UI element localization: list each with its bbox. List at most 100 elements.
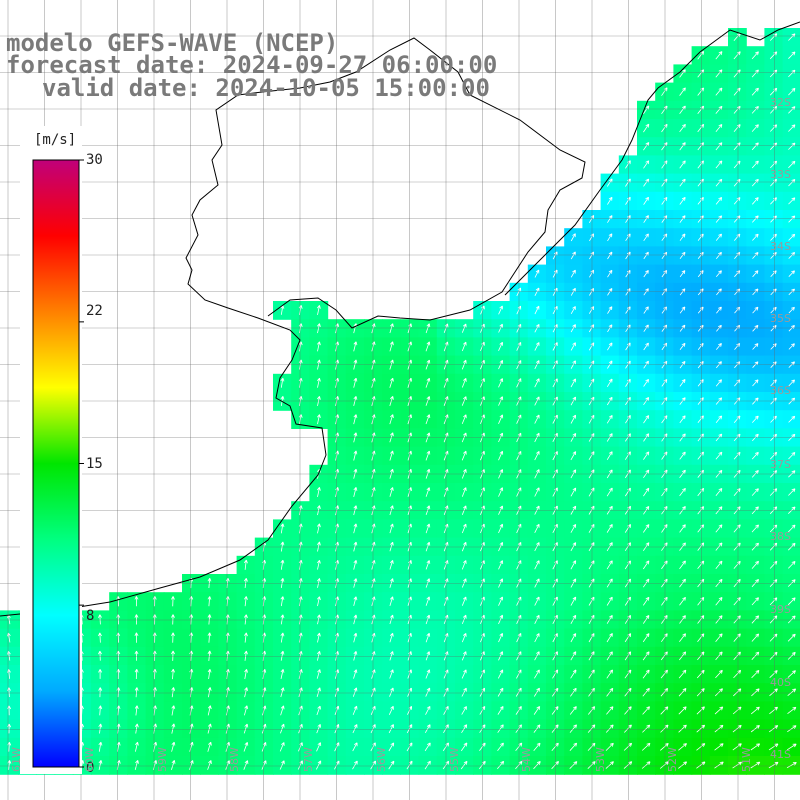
wind-cell [728,100,747,120]
wind-arrow [641,742,651,751]
wind-cell [655,173,674,193]
wind-arrow [570,523,577,533]
wind-cell [764,373,784,393]
wind-arrow [316,705,321,716]
wind-cell [746,483,765,502]
wind-arrow [569,706,577,715]
wind-arrow [642,724,651,733]
wind-cell [564,264,583,284]
wind-cell [673,756,693,775]
wind-arrow [134,687,139,698]
wind-arrow [605,742,614,751]
wind-cell [673,373,693,393]
wind-arrow [679,123,686,133]
wind-cell [600,246,620,266]
wind-arrow [316,669,321,679]
wind-cell [764,519,784,539]
wind-cell [728,519,747,539]
wind-cell [764,592,784,611]
wind-cell [673,246,693,266]
wind-arrow [570,342,576,351]
wind-arrow [424,760,431,770]
wind-cell [673,319,693,338]
wind-arrow [643,342,649,351]
wind-cell [673,173,693,193]
wind-arrow [752,343,759,350]
wind-cell [709,392,729,411]
wind-arrow [425,377,431,388]
lat-label-37s: 37S [770,458,791,471]
wind-arrow [752,270,759,278]
wind-arrow [715,270,722,278]
wind-cell [364,737,383,757]
wind-arrow [678,688,687,697]
wind-arrow [207,632,212,643]
wind-arrow [715,51,723,60]
wind-arrow [679,306,686,314]
wind-arrow [134,741,139,752]
wind-cell [527,337,547,357]
wind-arrow [461,414,467,425]
wind-arrow [643,415,650,424]
wind-cell [637,264,656,284]
wind-cell [655,282,674,302]
wind-arrow [279,760,285,770]
wind-arrow [316,305,321,315]
wind-arrow [552,651,558,661]
wind-cell [709,646,729,666]
wind-arrow [534,633,540,643]
wind-cell [618,683,638,702]
coastline [0,21,800,617]
wind-arrow [642,633,650,643]
wind-cell [618,155,638,175]
wind-cell [491,756,511,775]
wind-arrow [769,69,778,78]
wind-cell [764,555,784,575]
wind-cell [691,228,711,247]
wind-cell [709,282,729,302]
wind-arrow [533,742,541,751]
wind-arrow [570,451,577,461]
wind-cell [746,701,765,721]
wind-cell [455,719,474,739]
wind-arrow [461,724,468,734]
wind-arrow [679,451,686,460]
wind-arrow [714,743,724,751]
wind-arrow [388,742,395,752]
wind-cell [673,282,693,302]
wind-arrow [389,596,394,607]
wind-cell [673,592,693,611]
wind-arrow [243,596,248,607]
wind-cell [728,410,747,429]
wind-cell [709,173,729,193]
wind-arrow [352,724,358,734]
wind-arrow [770,124,778,132]
wind-cell [600,301,620,320]
wind-cell [709,665,729,684]
wind-arrow [570,306,576,314]
wind-arrow [353,632,358,643]
wind-arrow [570,687,577,697]
wind-arrow [316,578,321,588]
wind-cell [709,683,729,702]
wind-arrow [643,306,649,314]
wind-arrow [715,669,723,679]
wind-arrow [715,615,723,624]
wind-cell [527,355,547,375]
wind-arrow [244,687,248,698]
wind-cell [418,701,438,721]
wind-arrow [570,233,576,242]
wind-cell [764,701,784,721]
wind-cell [691,592,711,611]
wind-arrow [752,197,759,205]
wind-arrow [353,487,358,497]
wind-arrow [98,669,103,679]
wind-arrow [134,760,139,771]
wind-arrow [732,724,742,733]
wind-cell [728,446,747,466]
wind-cell [709,246,729,266]
wind-cell [764,264,784,284]
wind-cell [746,119,765,138]
wind-arrow [641,761,651,769]
wind-arrow [769,33,778,41]
